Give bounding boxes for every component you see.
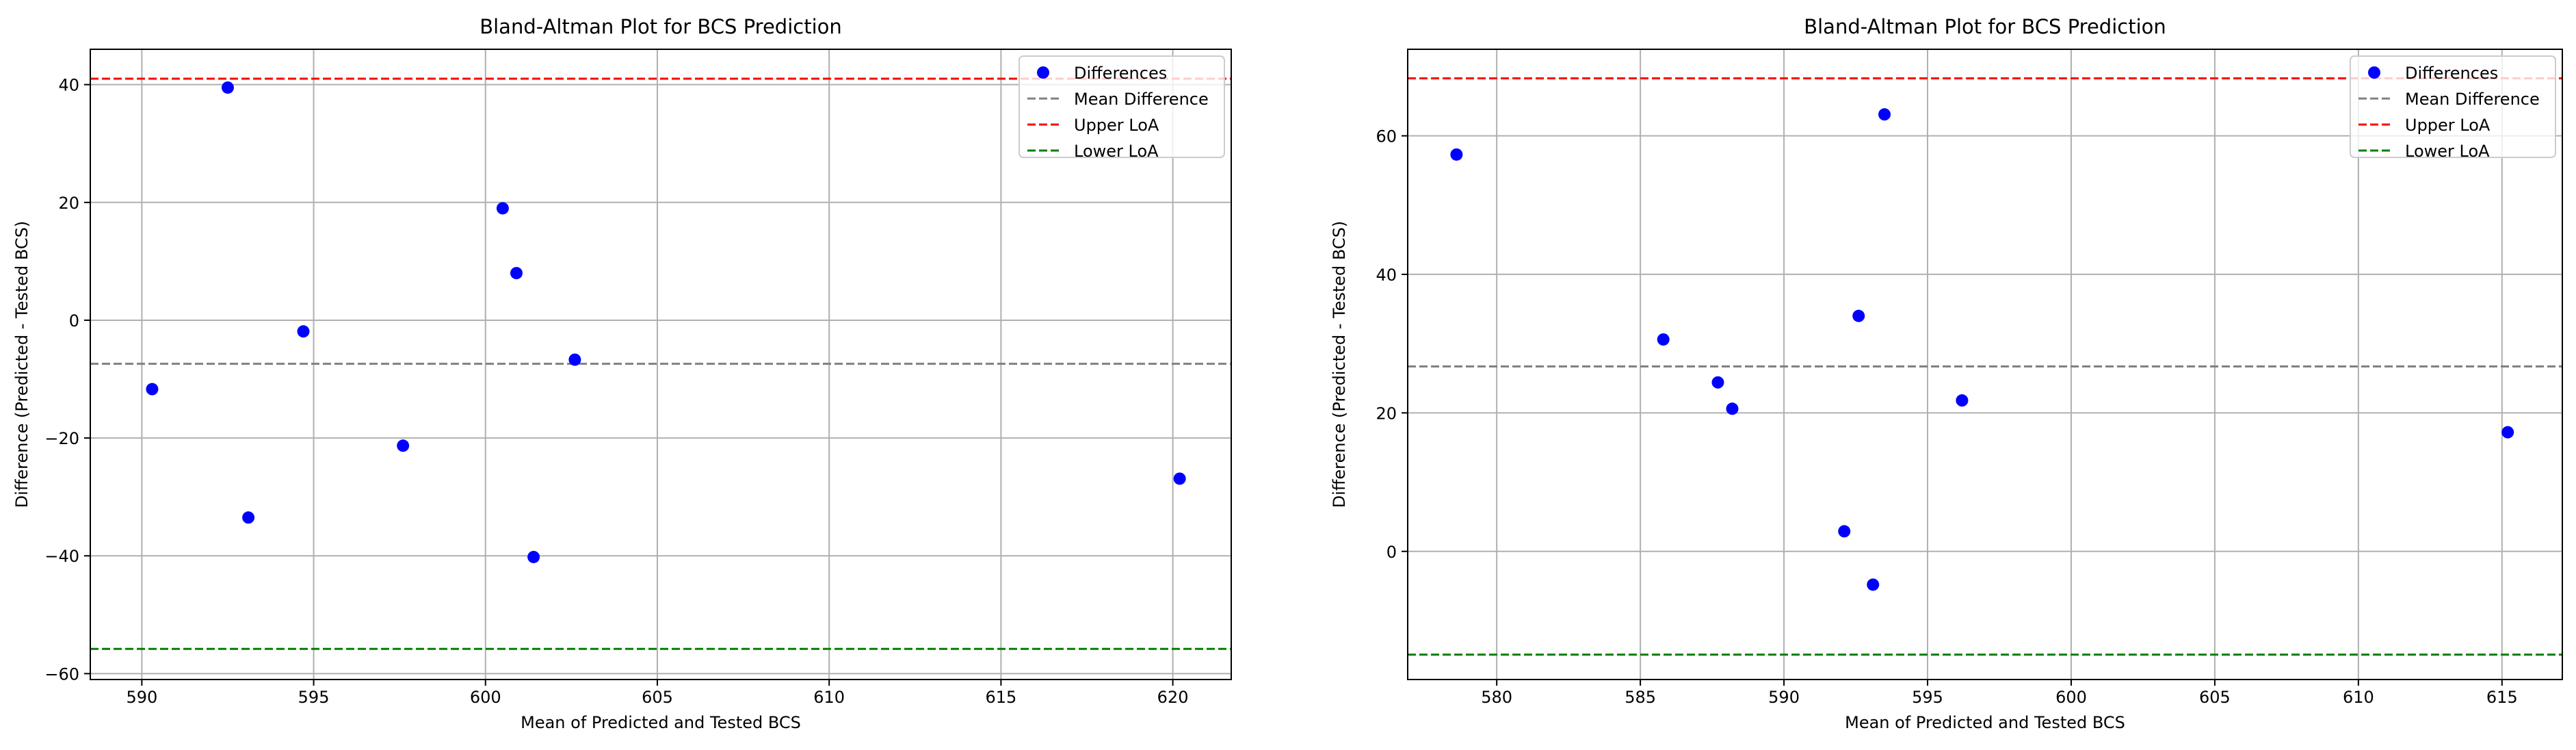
legend-label-lower: Lower LoA <box>2405 142 2490 161</box>
legend-label-mean: Mean Difference <box>2405 90 2540 109</box>
legend: Differences Mean Difference Upper LoA Lo… <box>1018 55 1225 161</box>
data-points <box>1450 108 2514 591</box>
data-point <box>146 383 159 396</box>
legend-label-differences: Differences <box>2405 64 2498 83</box>
data-point <box>1450 148 1463 161</box>
y-tick-label: 20 <box>1376 404 1397 423</box>
reference-lines <box>1408 77 2562 656</box>
axis-ticks: 590 595 600 605 610 615 620 −60 −40 −20 0 20 40 <box>44 76 1188 707</box>
legend-box <box>2350 55 2556 158</box>
x-tick-label: 595 <box>298 688 330 707</box>
x-tick-label: 610 <box>2343 688 2374 707</box>
legend-marker-differences <box>1037 66 1049 79</box>
y-tick-label: 20 <box>58 194 79 213</box>
x-tick-label: 620 <box>1157 688 1189 707</box>
data-point <box>1956 394 1969 407</box>
data-points <box>146 81 1186 563</box>
data-point <box>2501 426 2514 439</box>
x-tick-label: 615 <box>985 688 1016 707</box>
x-tick-label: 600 <box>470 688 501 707</box>
data-point <box>527 550 540 563</box>
x-tick-label: 590 <box>1768 688 1800 707</box>
plot-frame <box>90 49 1232 680</box>
data-point <box>397 439 410 452</box>
x-tick-label: 610 <box>813 688 845 707</box>
x-tick-label: 615 <box>2486 688 2518 707</box>
y-axis-label: Difference (Predicted - Tested BCS) <box>12 221 31 508</box>
x-tick-label: 585 <box>1625 688 1656 707</box>
chart-left: Bland-Altman Plot for BCS Prediction Mea… <box>12 15 1232 732</box>
chart-right: Bland-Altman Plot for BCS Prediction Mea… <box>1330 15 2563 732</box>
chart-title: Bland-Altman Plot for BCS Prediction <box>1804 15 2166 38</box>
data-point <box>1867 578 1880 591</box>
legend-label-differences: Differences <box>1074 64 1167 83</box>
plot-frame <box>1407 49 2563 680</box>
legend-box <box>1018 55 1225 158</box>
y-tick-label: −20 <box>44 429 79 448</box>
y-tick-label: 0 <box>1386 543 1397 562</box>
x-tick-label: 605 <box>2199 688 2231 707</box>
y-tick-label: −40 <box>44 547 79 566</box>
data-point <box>1878 108 1891 121</box>
data-point <box>510 267 523 280</box>
legend-label-upper: Upper LoA <box>1074 116 1159 135</box>
chart-title: Bland-Altman Plot for BCS Prediction <box>479 15 842 38</box>
x-tick-label: 580 <box>1481 688 1512 707</box>
data-point <box>1726 402 1739 415</box>
reference-lines <box>90 77 1231 650</box>
x-axis-label: Mean of Predicted and Tested BCS <box>521 713 801 732</box>
data-point <box>496 202 509 215</box>
data-point <box>1173 472 1186 485</box>
data-point <box>1852 309 1865 322</box>
data-point <box>1838 525 1851 538</box>
x-tick-label: 600 <box>2055 688 2087 707</box>
legend-label-upper: Upper LoA <box>2405 116 2490 135</box>
x-axis-label: Mean of Predicted and Tested BCS <box>1845 713 2125 732</box>
y-tick-label: 60 <box>1376 127 1397 146</box>
y-tick-label: −60 <box>44 664 79 684</box>
legend-label-lower: Lower LoA <box>1074 142 1159 161</box>
data-point <box>242 511 255 524</box>
y-axis-label: Difference (Predicted - Tested BCS) <box>1330 221 1349 508</box>
data-point <box>221 81 234 94</box>
legend-marker-differences <box>2368 66 2380 79</box>
legend: Differences Mean Difference Upper LoA Lo… <box>2350 55 2556 161</box>
data-point <box>297 325 310 338</box>
data-point <box>1711 376 1724 389</box>
data-point <box>1657 333 1670 346</box>
y-tick-label: 0 <box>69 311 79 331</box>
data-point <box>568 353 581 366</box>
y-tick-label: 40 <box>1376 266 1397 285</box>
x-tick-label: 590 <box>126 688 157 707</box>
x-tick-label: 595 <box>1912 688 1943 707</box>
axis-ticks: 580 585 590 595 600 605 610 615 0 20 40 60 <box>1376 127 2517 707</box>
y-tick-label: 40 <box>58 76 79 95</box>
legend-label-mean: Mean Difference <box>1074 90 1209 109</box>
x-tick-label: 605 <box>642 688 673 707</box>
